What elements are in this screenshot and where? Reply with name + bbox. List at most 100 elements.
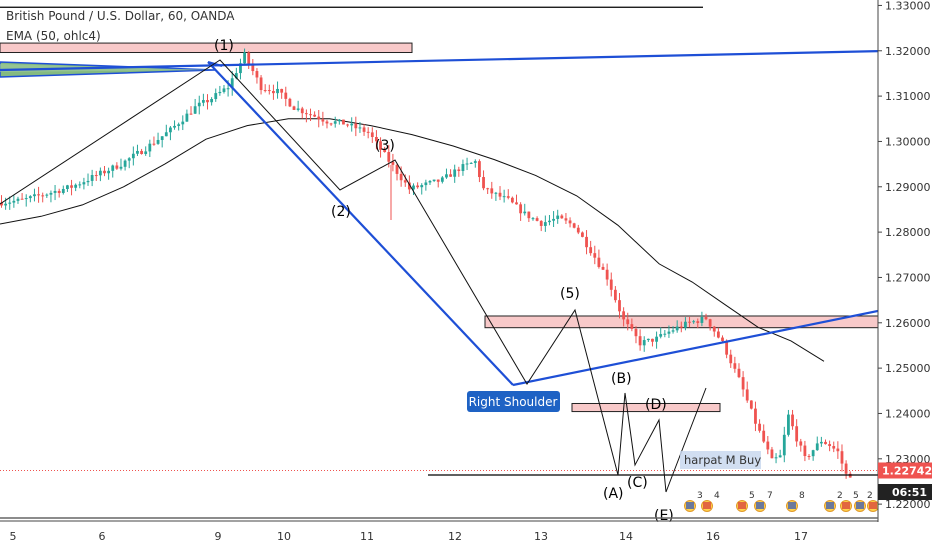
wave-label: (C) xyxy=(627,475,648,491)
candle-body xyxy=(836,448,840,452)
candle-body xyxy=(86,180,90,183)
candle-body xyxy=(337,119,341,122)
event-flag-mark xyxy=(869,502,877,509)
candle-body xyxy=(304,113,308,115)
candle-body xyxy=(119,166,123,169)
candle-body xyxy=(391,161,395,165)
right-shoulder-label: Right Shoulder xyxy=(469,395,558,409)
price-tick-label: 1.31000 xyxy=(885,90,931,103)
candle-body xyxy=(189,113,193,115)
candle-body xyxy=(333,121,337,124)
candle-body xyxy=(564,218,568,221)
candle-body xyxy=(795,426,799,442)
candle-body xyxy=(325,121,329,124)
candle-body xyxy=(692,321,696,323)
candle-body xyxy=(222,88,226,92)
candle-body xyxy=(688,321,691,323)
countdown-box xyxy=(878,484,932,500)
candle-body xyxy=(16,198,20,201)
event-marker-count: 5 xyxy=(749,491,755,501)
candle-body xyxy=(4,203,8,206)
candle-body xyxy=(255,71,259,78)
candle-body xyxy=(642,340,646,346)
event-marker-count: 3 xyxy=(697,491,703,501)
candle-body xyxy=(494,192,498,194)
candle-body xyxy=(824,441,827,445)
candle-body xyxy=(646,338,650,341)
candle-body xyxy=(230,78,234,89)
candle-body xyxy=(581,232,584,237)
candle-body xyxy=(131,153,135,159)
candle-body xyxy=(375,136,378,142)
candle-body xyxy=(66,185,69,189)
event-flag-mark xyxy=(856,502,864,509)
candle-body xyxy=(218,91,222,94)
candle-body xyxy=(840,451,844,464)
candle-body xyxy=(342,119,345,125)
candle-body xyxy=(506,196,510,198)
candle-body xyxy=(519,204,523,214)
candle-body xyxy=(152,143,156,145)
candle-body xyxy=(403,180,407,183)
event-marker: 5 xyxy=(736,491,755,512)
time-tick-label: 5 xyxy=(10,530,17,543)
candle-body xyxy=(605,269,609,280)
candle-body xyxy=(638,336,642,346)
candle-body xyxy=(12,200,16,203)
candle-body xyxy=(420,185,424,188)
price-tick-label: 1.33000 xyxy=(885,0,931,12)
candle-body xyxy=(663,333,667,335)
candle-body xyxy=(20,198,24,200)
price-tick-label: 1.24000 xyxy=(885,407,931,420)
wave-labels-layer: (1) (2) (3) (5) (B) (D) (A)(C) (E) Right Shoulde… xyxy=(214,38,886,524)
price-tick-label: 1.32000 xyxy=(885,45,931,58)
candle-body xyxy=(239,63,242,74)
candle-body xyxy=(622,311,626,320)
candle-body xyxy=(123,160,127,167)
resistance-zone xyxy=(0,42,413,54)
candle-body xyxy=(251,63,255,72)
candle-body xyxy=(478,161,481,178)
candle-body xyxy=(651,338,654,342)
candle-body xyxy=(197,102,201,107)
candle-body xyxy=(169,127,172,133)
candle-body xyxy=(716,331,720,338)
event-marker: 2 xyxy=(824,491,843,512)
candle-body xyxy=(193,106,197,114)
candle-body xyxy=(589,247,593,254)
current-price-tag: 1.22742 xyxy=(878,462,932,479)
candle-body xyxy=(156,139,160,144)
candle-body xyxy=(70,185,73,188)
candle-body xyxy=(61,188,65,193)
candle-body xyxy=(181,121,185,125)
candle-body xyxy=(630,324,634,329)
candle-body xyxy=(321,119,325,122)
candle-body xyxy=(585,236,588,248)
price-tick-label: 1.28000 xyxy=(885,226,931,239)
candle-body xyxy=(828,444,832,447)
harpat-annotation: harpat M Buy xyxy=(680,451,761,469)
candle-body xyxy=(601,266,605,270)
harpat-label: harpat M Buy xyxy=(684,453,761,467)
candle-body xyxy=(832,446,836,449)
candle-body xyxy=(774,457,778,459)
candle-body xyxy=(811,450,815,457)
candle-body xyxy=(712,326,716,332)
candle-body xyxy=(523,211,527,214)
candle-body xyxy=(770,449,774,459)
candle-body xyxy=(684,321,687,328)
candle-body xyxy=(407,182,411,190)
time-tick-label: 9 xyxy=(215,530,222,543)
candle-body xyxy=(350,123,354,126)
candle-body xyxy=(111,165,115,171)
candle-body xyxy=(136,150,139,154)
price-axis-bg xyxy=(878,0,932,550)
candle-body xyxy=(729,354,733,364)
candle-body xyxy=(745,389,749,401)
candle-body xyxy=(449,174,452,177)
candle-body xyxy=(78,184,82,186)
candle-body xyxy=(502,196,506,198)
countdown-tag: 06:51 xyxy=(878,484,932,500)
